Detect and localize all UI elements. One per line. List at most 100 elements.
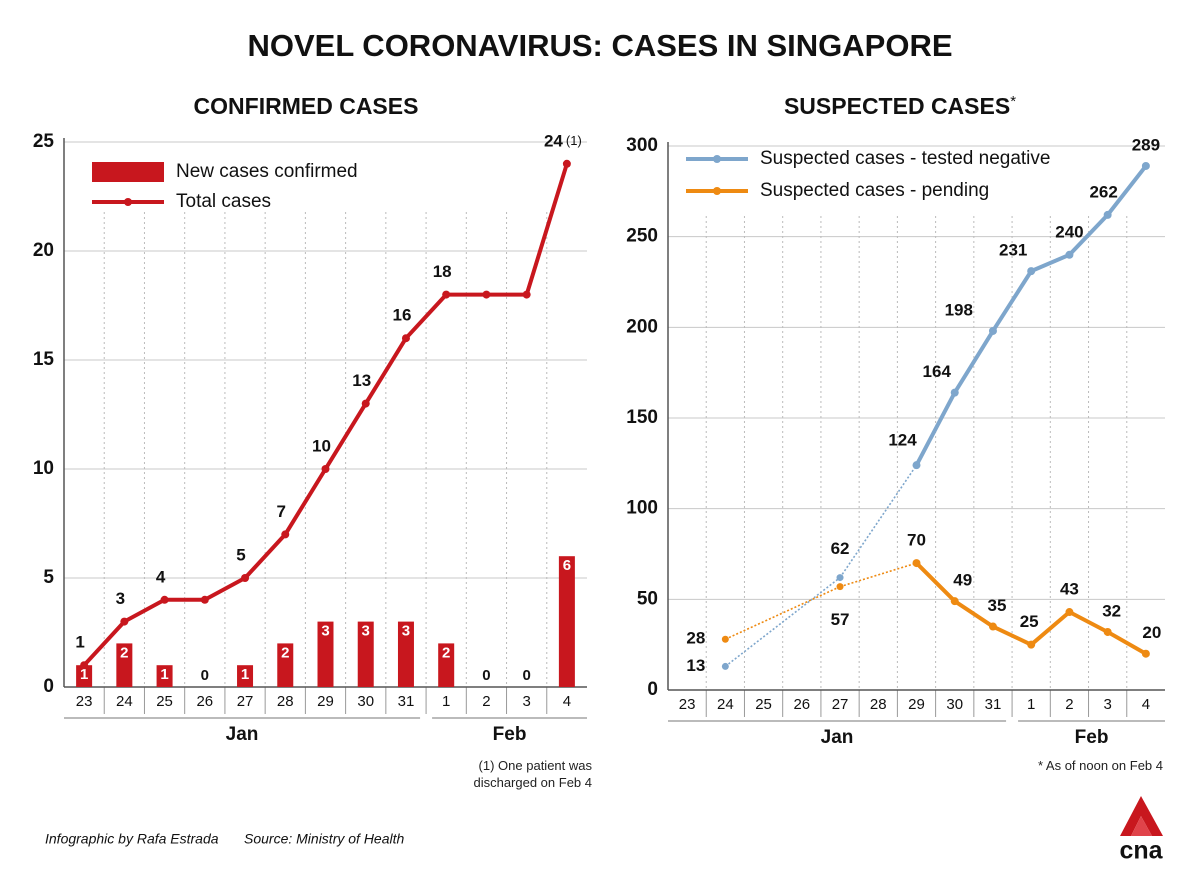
bar-label: 0 bbox=[522, 667, 530, 684]
value-label: 13 bbox=[686, 656, 705, 675]
value-label: 16 bbox=[393, 306, 412, 325]
x-tick-label: 3 bbox=[522, 693, 530, 710]
value-label: 57 bbox=[831, 610, 850, 629]
point bbox=[912, 461, 921, 470]
y-tick-label: 0 bbox=[43, 676, 54, 697]
x-tick-label: 4 bbox=[563, 693, 571, 710]
x-tick-label: 25 bbox=[156, 693, 173, 710]
x-tick-label: 24 bbox=[116, 693, 133, 710]
x-tick-label: 24 bbox=[717, 696, 734, 713]
note-marker: (1) bbox=[566, 133, 582, 148]
footnote: (1) One patient was discharged on Feb 4 bbox=[473, 758, 592, 790]
legend-dot bbox=[713, 187, 721, 195]
bar-label: 3 bbox=[362, 623, 370, 640]
value-label: 289 bbox=[1132, 135, 1160, 154]
value-label: 62 bbox=[831, 539, 850, 558]
point bbox=[160, 595, 169, 604]
legend-label: New cases confirmed bbox=[176, 161, 358, 182]
chart-title-text: SUSPECTED CASES bbox=[784, 93, 1010, 119]
chart-title: CONFIRMED CASES bbox=[194, 93, 419, 119]
y-tick-label: 50 bbox=[637, 588, 658, 609]
x-tick-label: 31 bbox=[985, 696, 1002, 713]
bar bbox=[237, 665, 254, 687]
x-tick-label: 27 bbox=[832, 696, 849, 713]
value-label: 164 bbox=[923, 362, 952, 381]
chart-title: SUSPECTED CASES* bbox=[784, 93, 1016, 119]
bar-label: 1 bbox=[241, 666, 249, 683]
x-tick-label: 29 bbox=[908, 696, 925, 713]
legend-label: Suspected cases - pending bbox=[760, 180, 989, 201]
line-series bbox=[82, 163, 569, 667]
bar-label: 1 bbox=[160, 666, 168, 683]
y-tick-label: 20 bbox=[33, 240, 54, 261]
value-label: 70 bbox=[907, 531, 926, 550]
title-note: * bbox=[1010, 93, 1016, 110]
value-label: 49 bbox=[953, 571, 972, 590]
y-tick-label: 300 bbox=[626, 135, 658, 156]
value-label: 240 bbox=[1055, 222, 1083, 241]
footnote: * As of noon on Feb 4 bbox=[1037, 758, 1163, 773]
point bbox=[1141, 649, 1150, 658]
value-label: 32 bbox=[1102, 601, 1121, 620]
point bbox=[1065, 608, 1074, 617]
y-tick-label: 100 bbox=[626, 498, 658, 519]
value-label: 24 (1) bbox=[544, 131, 582, 150]
point bbox=[401, 334, 410, 343]
bar bbox=[76, 665, 93, 687]
point bbox=[721, 662, 729, 670]
legend-label: Total cases bbox=[176, 191, 271, 212]
month-label: Jan bbox=[821, 727, 854, 748]
x-tick-label: 25 bbox=[755, 696, 772, 713]
point bbox=[1027, 267, 1036, 276]
value-label: 1 bbox=[75, 633, 84, 652]
bar-label: 1 bbox=[80, 666, 88, 683]
point bbox=[950, 388, 959, 397]
logo-mark bbox=[1120, 796, 1163, 836]
x-tick-label: 26 bbox=[793, 696, 810, 713]
x-tick-label: 1 bbox=[1027, 696, 1035, 713]
value-label: 198 bbox=[945, 300, 973, 319]
bar-label: 6 bbox=[563, 557, 571, 574]
value-label: 43 bbox=[1060, 580, 1079, 599]
month-label: Feb bbox=[1075, 727, 1109, 748]
point bbox=[321, 465, 330, 473]
point bbox=[836, 583, 844, 591]
point bbox=[442, 290, 451, 299]
x-tick-label: 26 bbox=[196, 693, 213, 710]
gap-connector bbox=[839, 464, 918, 579]
x-tick-label: 31 bbox=[398, 693, 415, 710]
point bbox=[912, 559, 921, 568]
value-label: 4 bbox=[156, 567, 166, 586]
bar bbox=[277, 643, 294, 687]
y-tick-label: 10 bbox=[33, 458, 54, 479]
point bbox=[80, 661, 89, 670]
value-label: 18 bbox=[433, 262, 452, 281]
y-tick-label: 150 bbox=[626, 407, 658, 428]
point bbox=[836, 574, 844, 582]
bar bbox=[558, 556, 575, 687]
credit: Infographic by Rafa Estrada bbox=[45, 831, 219, 847]
bar bbox=[397, 621, 414, 687]
month-label: Jan bbox=[226, 724, 259, 745]
y-tick-label: 0 bbox=[647, 679, 658, 700]
point bbox=[1027, 640, 1036, 649]
y-tick-label: 250 bbox=[626, 226, 658, 247]
point bbox=[1103, 210, 1112, 219]
bar-label: 2 bbox=[120, 644, 128, 661]
main-title: NOVEL CORONAVIRUS: CASES IN SINGAPORE bbox=[247, 28, 952, 63]
y-tick-label: 200 bbox=[626, 316, 658, 337]
x-tick-label: 29 bbox=[317, 693, 334, 710]
value-label: 35 bbox=[988, 596, 1007, 615]
x-tick-label: 30 bbox=[946, 696, 963, 713]
y-tick-label: 25 bbox=[33, 131, 55, 152]
x-tick-label: 28 bbox=[277, 693, 294, 710]
logo-text: cna bbox=[1119, 837, 1163, 865]
point bbox=[200, 595, 209, 604]
value-label: 25 bbox=[1020, 612, 1039, 631]
y-tick-label: 15 bbox=[33, 349, 55, 370]
gap-connector bbox=[839, 562, 917, 588]
gap-connector bbox=[725, 585, 841, 640]
bar-label: 2 bbox=[442, 644, 450, 661]
value-label: 3 bbox=[116, 589, 125, 608]
